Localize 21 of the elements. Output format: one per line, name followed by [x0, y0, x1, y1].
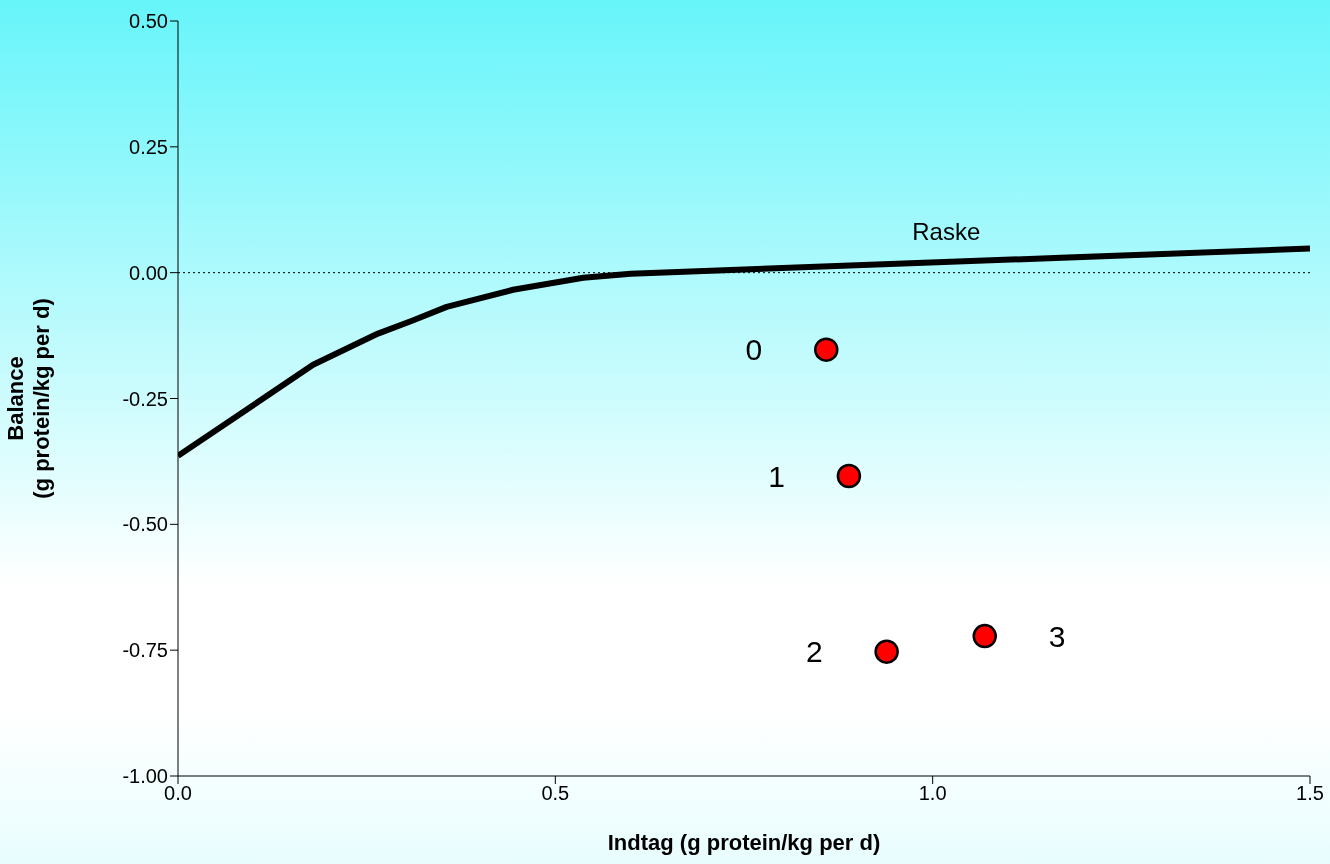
annotation: 0	[745, 333, 763, 367]
point	[874, 639, 899, 664]
x-tick-label: 1.5	[1296, 782, 1324, 805]
y-tick-label: 0.00	[129, 261, 168, 284]
x-tick-label: 0.5	[541, 782, 570, 805]
x-tick-label: 0.0	[164, 782, 192, 805]
annotation: 2	[805, 635, 823, 669]
point	[972, 623, 997, 649]
y-tick-label: 0.50	[129, 10, 168, 33]
y-axis-title: Balance (g protein/kg per d)	[3, 298, 54, 499]
annotation: Raske	[912, 218, 981, 246]
y-tick-label: -0.75	[122, 639, 168, 662]
x-tick-label: 1.0	[918, 782, 947, 805]
point	[836, 463, 862, 489]
annotation: 3	[1048, 619, 1066, 653]
x-axis-title: Indtag (g protein/kg per d)	[607, 830, 881, 855]
annotation: 1	[768, 459, 785, 493]
y-tick-label: -0.50	[122, 513, 168, 536]
y-tick-label: -0.25	[122, 387, 168, 410]
y-tick-label: 0.25	[129, 135, 168, 158]
point	[814, 337, 839, 362]
